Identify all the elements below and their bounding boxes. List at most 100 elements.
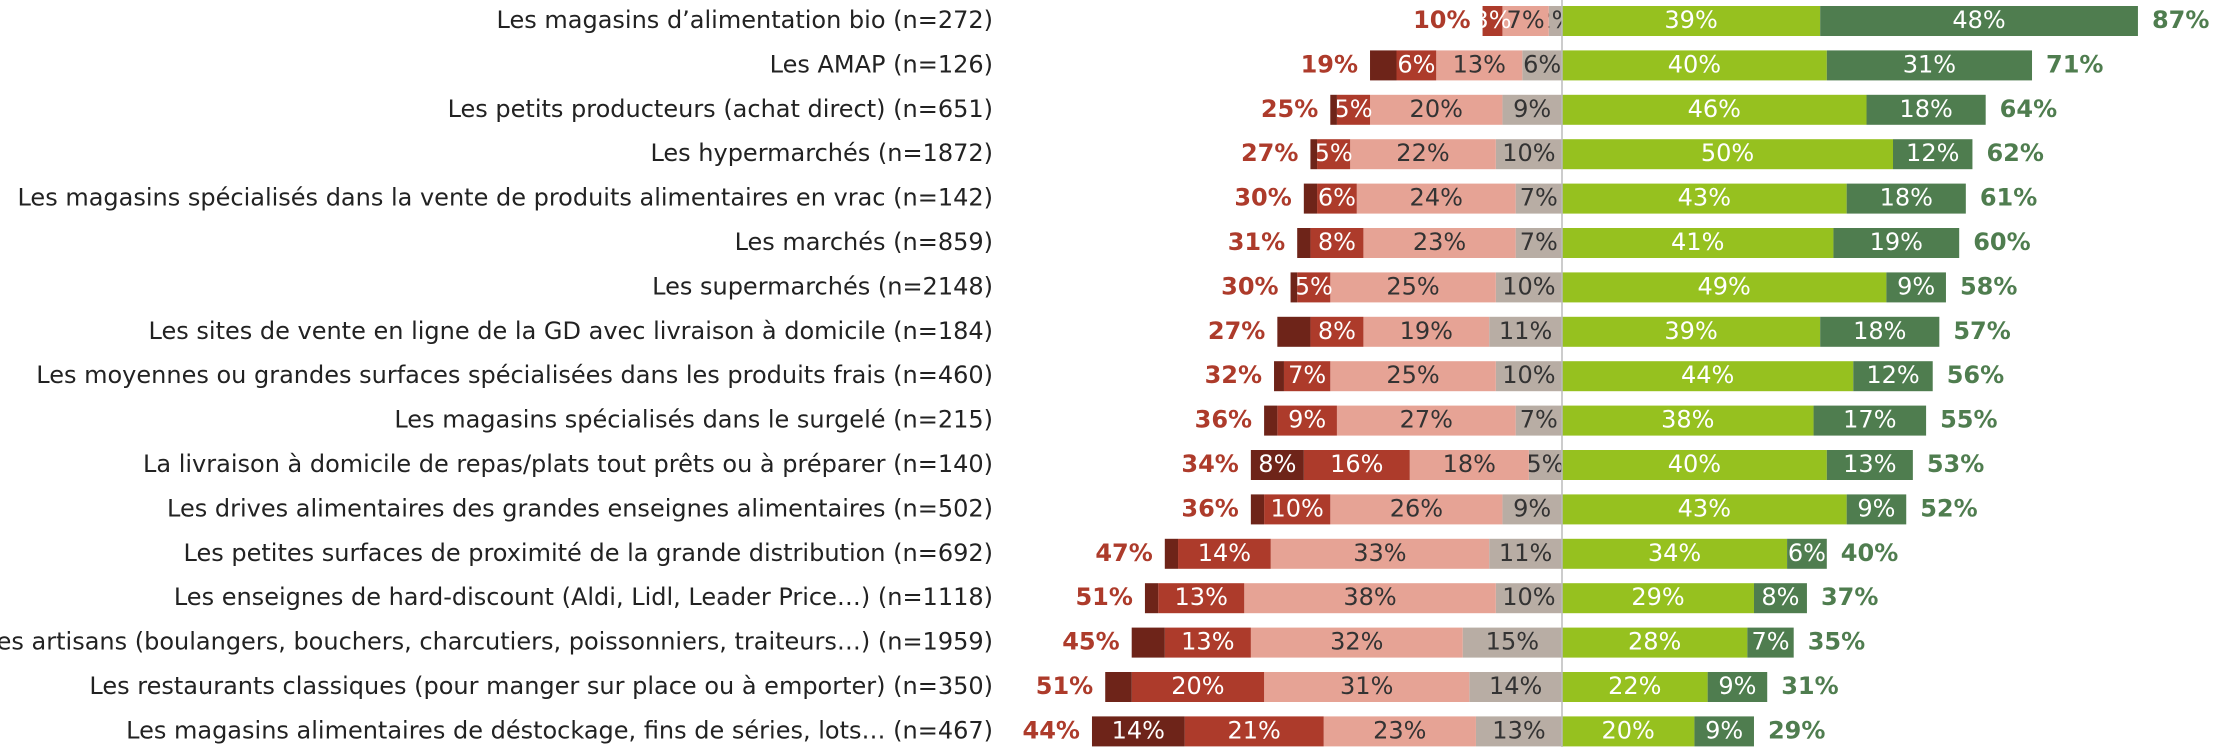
bar-segment [1562, 272, 1887, 303]
segment-label: 10% [1271, 494, 1324, 522]
bar-segment [1277, 405, 1337, 436]
bar-segment [1274, 361, 1284, 392]
segment-label: 23% [1373, 716, 1426, 744]
bar-segment [1297, 272, 1331, 303]
segment-label: 3% [1473, 6, 1511, 34]
bar-segment [1886, 272, 1946, 303]
segment-label: 8% [1318, 228, 1356, 256]
bar-segment [1105, 672, 1132, 702]
bar-segment [1250, 627, 1463, 658]
segment-label: 39% [1664, 6, 1717, 34]
bar-segment [1562, 228, 1834, 258]
negative-total: 34% [1181, 450, 1238, 478]
positive-total: 61% [1980, 184, 2037, 212]
bar-segment [1502, 494, 1562, 525]
bar-segment [1131, 672, 1265, 702]
category-label: Les sites de vente en ligne de la GD ave… [149, 317, 993, 345]
positive-total: 58% [1960, 272, 2017, 300]
category-label: Les AMAP (n=126) [770, 50, 993, 78]
segment-label: 40% [1668, 50, 1721, 78]
bar-segment [1303, 450, 1410, 480]
bar-segment [1330, 361, 1496, 392]
bar-segment [1310, 228, 1364, 258]
segment-label: 39% [1664, 317, 1717, 345]
negative-total: 47% [1095, 539, 1152, 567]
segment-label: 49% [1698, 272, 1751, 300]
segment-label: 43% [1678, 494, 1731, 522]
segment-label: 11% [1499, 317, 1552, 345]
segment-label: 27% [1400, 406, 1453, 434]
category-label: La livraison à domicile de repas/plats t… [143, 450, 993, 478]
negative-total: 36% [1181, 494, 1238, 522]
bar-segment [1495, 139, 1562, 170]
bar-segment [1277, 316, 1311, 347]
category-label: Les petites surfaces de proximité de la … [184, 539, 993, 567]
segment-label: 18% [1853, 317, 1906, 345]
segment-label: 16% [1330, 450, 1383, 478]
bar-segment [1562, 6, 1821, 36]
segment-label: 13% [1453, 50, 1506, 78]
segment-label: 24% [1410, 184, 1463, 212]
bar-segment [1562, 50, 1827, 81]
segment-label: 13% [1843, 450, 1896, 478]
segment-label: 26% [1390, 494, 1443, 522]
bar-segment [1370, 50, 1397, 81]
positive-total: 62% [1986, 139, 2043, 167]
bar-segment [1475, 716, 1562, 747]
positive-total: 55% [1940, 406, 1997, 434]
segment-label: 9% [1288, 406, 1326, 434]
segment-label: 12% [1906, 139, 1959, 167]
bar-segment [1528, 450, 1562, 480]
category-label: Les drives alimentaires des grandes ense… [167, 494, 993, 522]
segment-label: 14% [1112, 716, 1165, 744]
positive-total: 37% [1821, 583, 1878, 611]
bar-segment [1833, 228, 1960, 258]
bar-segment [1562, 139, 1893, 170]
category-label: Les petits producteurs (achat direct) (n… [448, 95, 993, 123]
segment-label: 15% [1486, 628, 1539, 656]
segment-label: 14% [1489, 672, 1542, 700]
bar-segment [1562, 538, 1788, 569]
bar-segment [1270, 538, 1490, 569]
segment-label: 7% [1507, 6, 1545, 34]
bar-segment [1515, 183, 1562, 214]
segment-label: 48% [1952, 6, 2005, 34]
bar-segment [1330, 494, 1503, 525]
segment-label: 22% [1608, 672, 1661, 700]
segment-label: 9% [1705, 716, 1743, 744]
negative-total: 44% [1023, 716, 1080, 744]
bar-segment [1330, 272, 1496, 303]
bar-segment [1515, 405, 1562, 436]
segment-label: 13% [1175, 583, 1228, 611]
segment-label: 8% [1318, 317, 1356, 345]
bar-segment [1694, 716, 1754, 747]
segment-label: 5% [1526, 450, 1564, 478]
segment-label: 31% [1903, 50, 1956, 78]
category-label: Les restaurants classiques (pour manger … [89, 672, 993, 700]
negative-total: 51% [1075, 583, 1132, 611]
segment-label: 25% [1386, 272, 1439, 300]
segment-label: 14% [1198, 539, 1251, 567]
segment-label: 7% [1751, 628, 1789, 656]
positive-total: 64% [2000, 95, 2057, 123]
positive-total: 35% [1808, 628, 1865, 656]
bar-segment [1562, 716, 1695, 747]
bar-segment [1317, 183, 1357, 214]
bar-segment [1489, 316, 1562, 347]
category-label: Les enseignes de hard-discount (Aldi, Li… [174, 583, 993, 611]
bar-segment [1826, 50, 2033, 81]
bar-segment [1562, 583, 1754, 614]
segment-label: 10% [1502, 583, 1555, 611]
segment-label: 29% [1631, 583, 1684, 611]
bar-segment [1562, 494, 1847, 525]
positive-total: 71% [2046, 50, 2103, 78]
segment-label: 6% [1523, 50, 1561, 78]
positive-total: 87% [2152, 6, 2209, 34]
segment-label: 20% [1410, 95, 1463, 123]
negative-total: 10% [1413, 6, 1470, 34]
bar-segment [1813, 405, 1927, 436]
bar-segment [1264, 405, 1278, 436]
bar-segment [1846, 494, 1907, 525]
bar-segment [1562, 450, 1827, 480]
segment-label: 38% [1343, 583, 1396, 611]
